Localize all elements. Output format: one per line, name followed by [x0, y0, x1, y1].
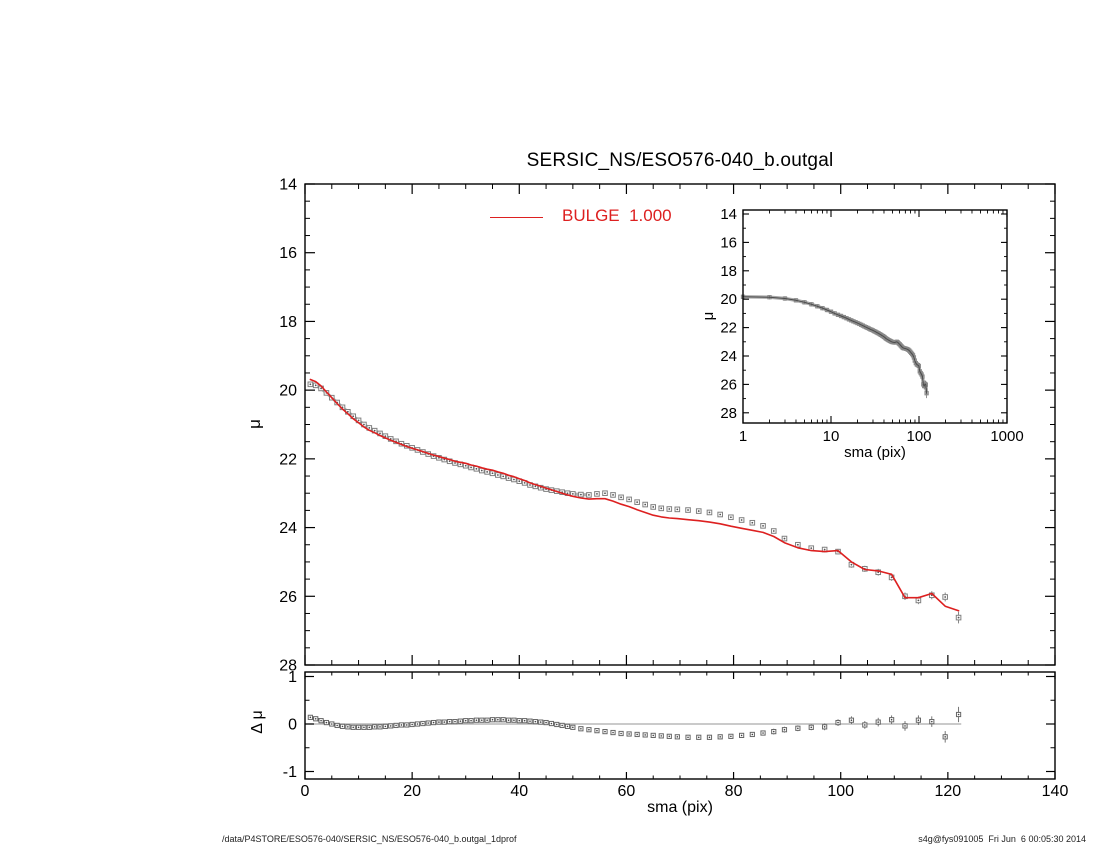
residual-panel-data — [305, 706, 962, 743]
svg-text:18: 18 — [279, 314, 297, 331]
svg-text:20: 20 — [720, 291, 737, 308]
svg-text:1: 1 — [288, 669, 297, 686]
svg-text:40: 40 — [510, 783, 528, 800]
svg-text:10: 10 — [823, 428, 840, 445]
svg-text:0: 0 — [288, 717, 297, 734]
svg-text:26: 26 — [279, 589, 297, 606]
svg-text:24: 24 — [279, 520, 297, 537]
svg-text:28: 28 — [279, 658, 297, 675]
svg-text:0: 0 — [301, 783, 310, 800]
svg-text:1000: 1000 — [990, 428, 1023, 445]
svg-text:24: 24 — [720, 348, 737, 365]
svg-text:20: 20 — [279, 383, 297, 400]
inset-panel-data — [740, 294, 929, 399]
svg-text:140: 140 — [1042, 783, 1069, 800]
residual-y-axis-label: Δ μ — [249, 710, 266, 734]
svg-text:18: 18 — [720, 263, 737, 280]
svg-text:60: 60 — [618, 783, 636, 800]
svg-text:-1: -1 — [283, 764, 297, 781]
svg-text:14: 14 — [720, 206, 737, 223]
footer-output-path: /data/P4STORE/ESO576-040/SERSIC_NS/ESO57… — [222, 834, 517, 844]
inset-x-axis-label: sma (pix) — [844, 444, 906, 461]
inset-y-axis-label: μ — [699, 311, 717, 321]
svg-text:1: 1 — [739, 428, 747, 445]
page-title: SERSIC_NS/ESO576-040_b.outgal — [526, 150, 834, 171]
svg-text:26: 26 — [720, 376, 737, 393]
svg-text:22: 22 — [720, 320, 737, 337]
svg-text:20: 20 — [403, 783, 421, 800]
svg-text:28: 28 — [720, 405, 737, 422]
main-y-axis-label: μ — [245, 419, 264, 429]
svg-text:16: 16 — [279, 245, 297, 262]
svg-text:14: 14 — [279, 177, 297, 194]
svg-text:100: 100 — [906, 428, 931, 445]
legend-model-label: BULGE 1.000 — [562, 206, 672, 225]
legend-model-line-swatch — [490, 217, 543, 218]
svg-text:22: 22 — [279, 451, 297, 468]
svg-text:16: 16 — [720, 234, 737, 251]
main-panel-data — [307, 378, 962, 624]
svg-text:100: 100 — [827, 783, 854, 800]
svg-text:80: 80 — [725, 783, 743, 800]
footer-user-timestamp: s4g@fys091005 Fri Jun 6 00:05:30 2014 — [918, 834, 1086, 844]
svg-text:120: 120 — [935, 783, 962, 800]
main-x-axis-label: sma (pix) — [647, 799, 713, 816]
